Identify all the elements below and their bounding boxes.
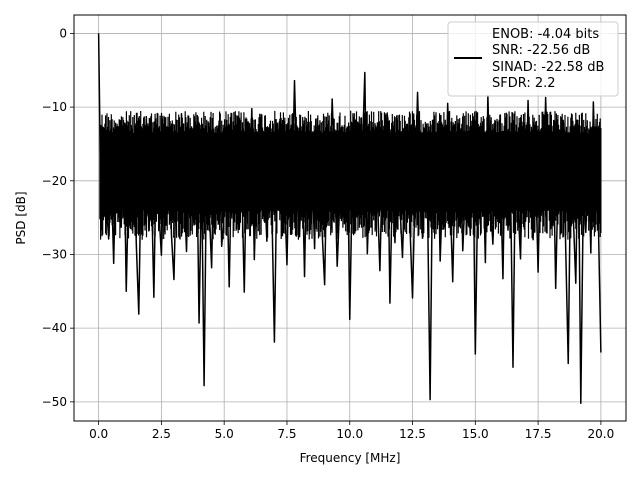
x-tick-label: 10.0 — [336, 427, 363, 441]
y-tick-label: −20 — [42, 174, 67, 188]
legend-entry-sinad: SINAD: -22.58 dB — [492, 60, 604, 75]
legend-box — [447, 21, 619, 97]
y-tick-label: 0 — [59, 26, 67, 40]
y-tick-label: −40 — [42, 321, 67, 335]
x-axis-ticks: 0.0 2.5 5.0 7.5 10.0 12.5 15.0 17.5 20.0 — [89, 421, 614, 441]
y-axis-ticks: 0 −10 −20 −30 −40 −50 — [42, 26, 74, 409]
legend: ENOB: -4.04 bits SNR: -22.56 dB SINAD: -… — [447, 21, 619, 97]
psd-series-line — [97, 33, 602, 405]
y-tick-label: −50 — [42, 395, 67, 409]
x-tick-label: 0.0 — [89, 427, 108, 441]
series-group — [97, 33, 602, 405]
x-tick-label: 7.5 — [277, 427, 296, 441]
legend-entry-enob: ENOB: -4.04 bits — [492, 27, 599, 42]
y-axis-label: PSD [dB] — [14, 191, 28, 244]
x-tick-label: 12.5 — [399, 427, 426, 441]
y-tick-label: −10 — [42, 100, 67, 114]
x-tick-label: 15.0 — [462, 427, 489, 441]
x-axis-label: Frequency [MHz] — [300, 451, 401, 465]
y-tick-label: −30 — [42, 247, 67, 261]
x-tick-label: 17.5 — [525, 427, 552, 441]
legend-entry-snr: SNR: -22.56 dB — [492, 43, 590, 58]
x-tick-label: 5.0 — [215, 427, 234, 441]
x-tick-label: 20.0 — [588, 427, 615, 441]
x-tick-label: 2.5 — [152, 427, 171, 441]
legend-entry-sfdr: SFDR: 2.2 — [492, 76, 556, 91]
